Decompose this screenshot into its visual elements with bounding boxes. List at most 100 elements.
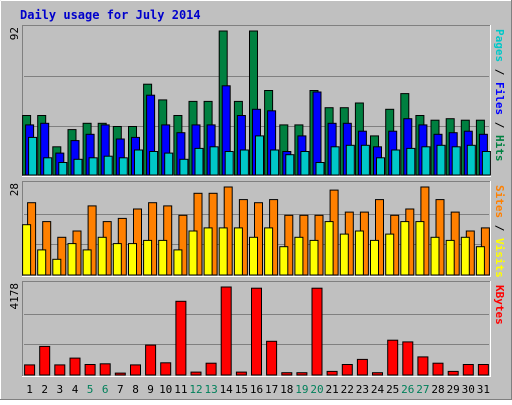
bar-visits-s1-day-17 bbox=[264, 227, 274, 276]
bar-visits-s0-day-18 bbox=[284, 214, 294, 276]
x-tick-label-day-26: 26 bbox=[401, 383, 414, 396]
bar-visits-s1-day-7 bbox=[112, 243, 122, 276]
bar-kbytes-s0-day-30 bbox=[462, 364, 474, 376]
x-tick-label-day-29: 29 bbox=[447, 383, 460, 396]
x-tick-label-day-1: 1 bbox=[26, 383, 33, 396]
bar-visits-s1-day-4 bbox=[67, 243, 77, 276]
bar-visits-s1-day-31 bbox=[475, 246, 485, 276]
bar-hits-s2-day-11 bbox=[179, 158, 189, 176]
bar-visits-s1-day-16 bbox=[249, 236, 258, 276]
bar-visits-s1-day-25 bbox=[385, 233, 395, 276]
bar-hits-s2-day-16 bbox=[255, 135, 264, 176]
bar-kbytes-s0-day-19 bbox=[296, 372, 308, 376]
bar-hits-s2-day-22 bbox=[345, 144, 355, 176]
x-tick-label-day-2: 2 bbox=[41, 383, 48, 396]
x-tick-label-day-24: 24 bbox=[371, 383, 385, 396]
bar-kbytes-s0-day-14 bbox=[220, 286, 232, 376]
bar-hits-s2-day-12 bbox=[194, 147, 204, 176]
x-tick-label-day-4: 4 bbox=[72, 383, 79, 396]
bar-kbytes-s0-day-24 bbox=[372, 372, 383, 376]
bar-kbytes-s0-day-13 bbox=[205, 362, 217, 376]
x-tick-label-day-30: 30 bbox=[462, 383, 475, 396]
bar-hits-s2-day-19 bbox=[300, 151, 310, 176]
bar-hits-s2-day-31 bbox=[481, 151, 491, 176]
x-tick-label-day-22: 22 bbox=[341, 383, 354, 396]
panel-visits: 28 Sites / Visits bbox=[8, 181, 506, 278]
bar-visits-s1-day-26 bbox=[400, 221, 410, 276]
bar-kbytes-s0-day-29 bbox=[447, 370, 459, 376]
legend-part-hits-4: Hits bbox=[493, 135, 506, 162]
bar-kbytes-s0-day-5 bbox=[84, 364, 96, 376]
bar-visits-s1-day-12 bbox=[188, 230, 198, 276]
bar-kbytes-s0-day-7 bbox=[114, 372, 126, 376]
bar-hits-s2-day-4 bbox=[73, 158, 83, 176]
bar-visits-s1-day-23 bbox=[354, 230, 364, 276]
bar-hits-s2-day-25 bbox=[391, 149, 401, 176]
panel-kbytes: 4178 KBytes bbox=[8, 281, 506, 377]
bar-kbytes-s0-day-6 bbox=[99, 363, 111, 376]
bar-kbytes-s0-day-20 bbox=[311, 287, 323, 376]
x-tick-label-day-6: 6 bbox=[102, 383, 109, 396]
bar-hits-s2-day-28 bbox=[436, 144, 446, 176]
panel-hits-legend: Pages / Files / Hits bbox=[493, 29, 506, 162]
bar-kbytes-s0-day-22 bbox=[341, 364, 353, 376]
bar-hits-s2-day-24 bbox=[376, 157, 385, 176]
x-tick-label-day-10: 10 bbox=[159, 383, 172, 396]
bar-visits-s1-day-1 bbox=[22, 224, 32, 276]
bar-hits-s2-day-20 bbox=[315, 162, 325, 176]
bar-kbytes-s0-day-31 bbox=[477, 364, 489, 376]
bar-kbytes-s0-day-18 bbox=[281, 372, 293, 376]
bar-visits-s1-day-14 bbox=[218, 227, 228, 276]
x-tick-label-day-15: 15 bbox=[235, 383, 248, 396]
bar-visits-s1-day-5 bbox=[82, 249, 92, 276]
bar-hits-s2-day-23 bbox=[360, 144, 370, 176]
x-tick-label-day-13: 13 bbox=[204, 383, 217, 396]
bar-visits-s0-day-8 bbox=[133, 208, 142, 276]
panel-kbytes-legend: KBytes bbox=[493, 285, 506, 325]
panel-hits-max-label: 92 bbox=[8, 27, 21, 40]
bar-visits-s1-day-27 bbox=[415, 221, 425, 276]
chart-panels: 92 Pages / Files / Hits 28 Sites / Visits 41… bbox=[8, 25, 506, 377]
x-tick-label-day-8: 8 bbox=[132, 383, 139, 396]
bar-hits-s2-day-17 bbox=[270, 149, 280, 176]
bar-kbytes-s0-day-9 bbox=[145, 344, 157, 376]
x-tick-label-day-18: 18 bbox=[280, 383, 293, 396]
bar-visits-s1-day-20 bbox=[309, 239, 319, 276]
x-tick-label-day-7: 7 bbox=[117, 383, 124, 396]
panel-visits-max-label: 28 bbox=[8, 183, 21, 196]
x-tick-label-day-28: 28 bbox=[431, 383, 444, 396]
bar-visits-s0-day-24 bbox=[375, 199, 384, 276]
bar-visits-s1-day-3 bbox=[52, 258, 62, 276]
bar-kbytes-s0-day-11 bbox=[175, 300, 187, 376]
x-tick-label-day-16: 16 bbox=[250, 383, 263, 396]
bar-visits-s1-day-8 bbox=[128, 243, 137, 276]
legend-part-kbytes-0: KBytes bbox=[493, 285, 506, 325]
bar-hits-s2-day-30 bbox=[466, 144, 476, 176]
bar-hits-s2-day-1 bbox=[28, 136, 38, 176]
bar-hits-s2-day-14 bbox=[224, 151, 234, 176]
bar-visits-s1-day-24 bbox=[370, 239, 379, 276]
bar-hits-s2-day-3 bbox=[58, 162, 68, 176]
bar-hits-s2-day-5 bbox=[88, 157, 98, 176]
bar-hits-s2-day-9 bbox=[149, 151, 159, 176]
bar-visits-s1-day-30 bbox=[460, 236, 470, 276]
bar-kbytes-s0-day-28 bbox=[432, 362, 444, 376]
x-tick-label-day-12: 12 bbox=[189, 383, 202, 396]
bar-hits-s2-day-13 bbox=[209, 146, 219, 176]
bar-kbytes-s0-day-21 bbox=[326, 370, 338, 376]
x-tick-label-day-25: 25 bbox=[386, 383, 399, 396]
x-tick-label-day-23: 23 bbox=[356, 383, 369, 396]
bar-visits-s0-day-9 bbox=[148, 202, 158, 276]
bar-kbytes-s0-day-4 bbox=[69, 357, 81, 376]
x-tick-label-day-19: 19 bbox=[295, 383, 308, 396]
bar-kbytes-s0-day-8 bbox=[130, 364, 141, 376]
x-tick-label-day-17: 17 bbox=[265, 383, 278, 396]
panel-visits-legend: Sites / Visits bbox=[493, 185, 506, 278]
bar-kbytes-s0-day-27 bbox=[417, 356, 429, 376]
legend-part-hits-3: / bbox=[493, 115, 506, 135]
bar-hits-s2-day-8 bbox=[134, 149, 143, 176]
x-tick-label-day-14: 14 bbox=[220, 383, 234, 396]
bar-hits-s2-day-7 bbox=[118, 157, 128, 176]
